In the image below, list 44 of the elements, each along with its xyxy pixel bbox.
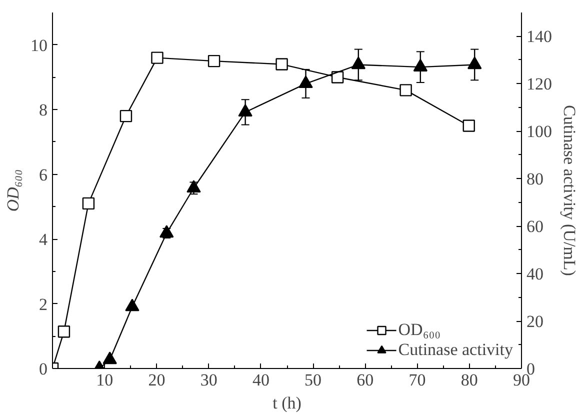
point <box>160 225 174 238</box>
x-tick-label: 40 <box>252 370 270 390</box>
y-tick-label: 10 <box>30 36 48 55</box>
point <box>102 352 117 364</box>
x-tick-label: 50 <box>304 370 322 390</box>
y-tick-label: 4 <box>39 230 48 250</box>
point <box>276 58 288 70</box>
y2-axis-title: Cutinase activity (U/mL) <box>560 105 579 276</box>
y2-tick-label: 60 <box>526 217 544 236</box>
legend-label: Cutinase activity <box>398 340 513 360</box>
point <box>238 104 252 117</box>
y2-tick-label: 140 <box>526 27 552 46</box>
point <box>186 180 201 192</box>
x-axis-title: t (h) <box>272 394 302 412</box>
y-tick-label: 0 <box>39 360 48 378</box>
y2-tick-label: 20 <box>526 312 544 332</box>
y2-tick-label: 100 <box>526 122 552 142</box>
x-tick-label: 80 <box>460 370 478 390</box>
point <box>120 110 132 122</box>
point <box>125 298 140 312</box>
point <box>331 71 344 84</box>
point <box>351 56 366 70</box>
y2-tick-label: 120 <box>526 74 552 94</box>
point <box>298 76 313 88</box>
point <box>462 120 475 132</box>
point <box>151 52 164 64</box>
y-tick-label: 2 <box>39 294 48 314</box>
x-tick-label: 10 <box>96 370 114 390</box>
point <box>400 84 412 96</box>
y-tick-label: 6 <box>39 165 48 184</box>
x-tick-label: 30 <box>200 370 218 390</box>
x-tick-label: 60 <box>356 370 374 390</box>
legend-label: OD₆₀₀ <box>398 320 441 340</box>
point <box>413 58 428 72</box>
y2-tick-label: 40 <box>526 264 544 284</box>
y-axis-title: OD₆₀₀ <box>4 169 22 212</box>
point <box>468 56 482 70</box>
x-tick-label: 20 <box>148 370 166 390</box>
y2-tick-label: 80 <box>526 170 544 189</box>
point <box>82 197 95 210</box>
point <box>208 54 220 68</box>
y-tick-label: 8 <box>39 100 48 120</box>
x-tick-label: 70 <box>408 370 426 390</box>
point <box>58 326 70 338</box>
